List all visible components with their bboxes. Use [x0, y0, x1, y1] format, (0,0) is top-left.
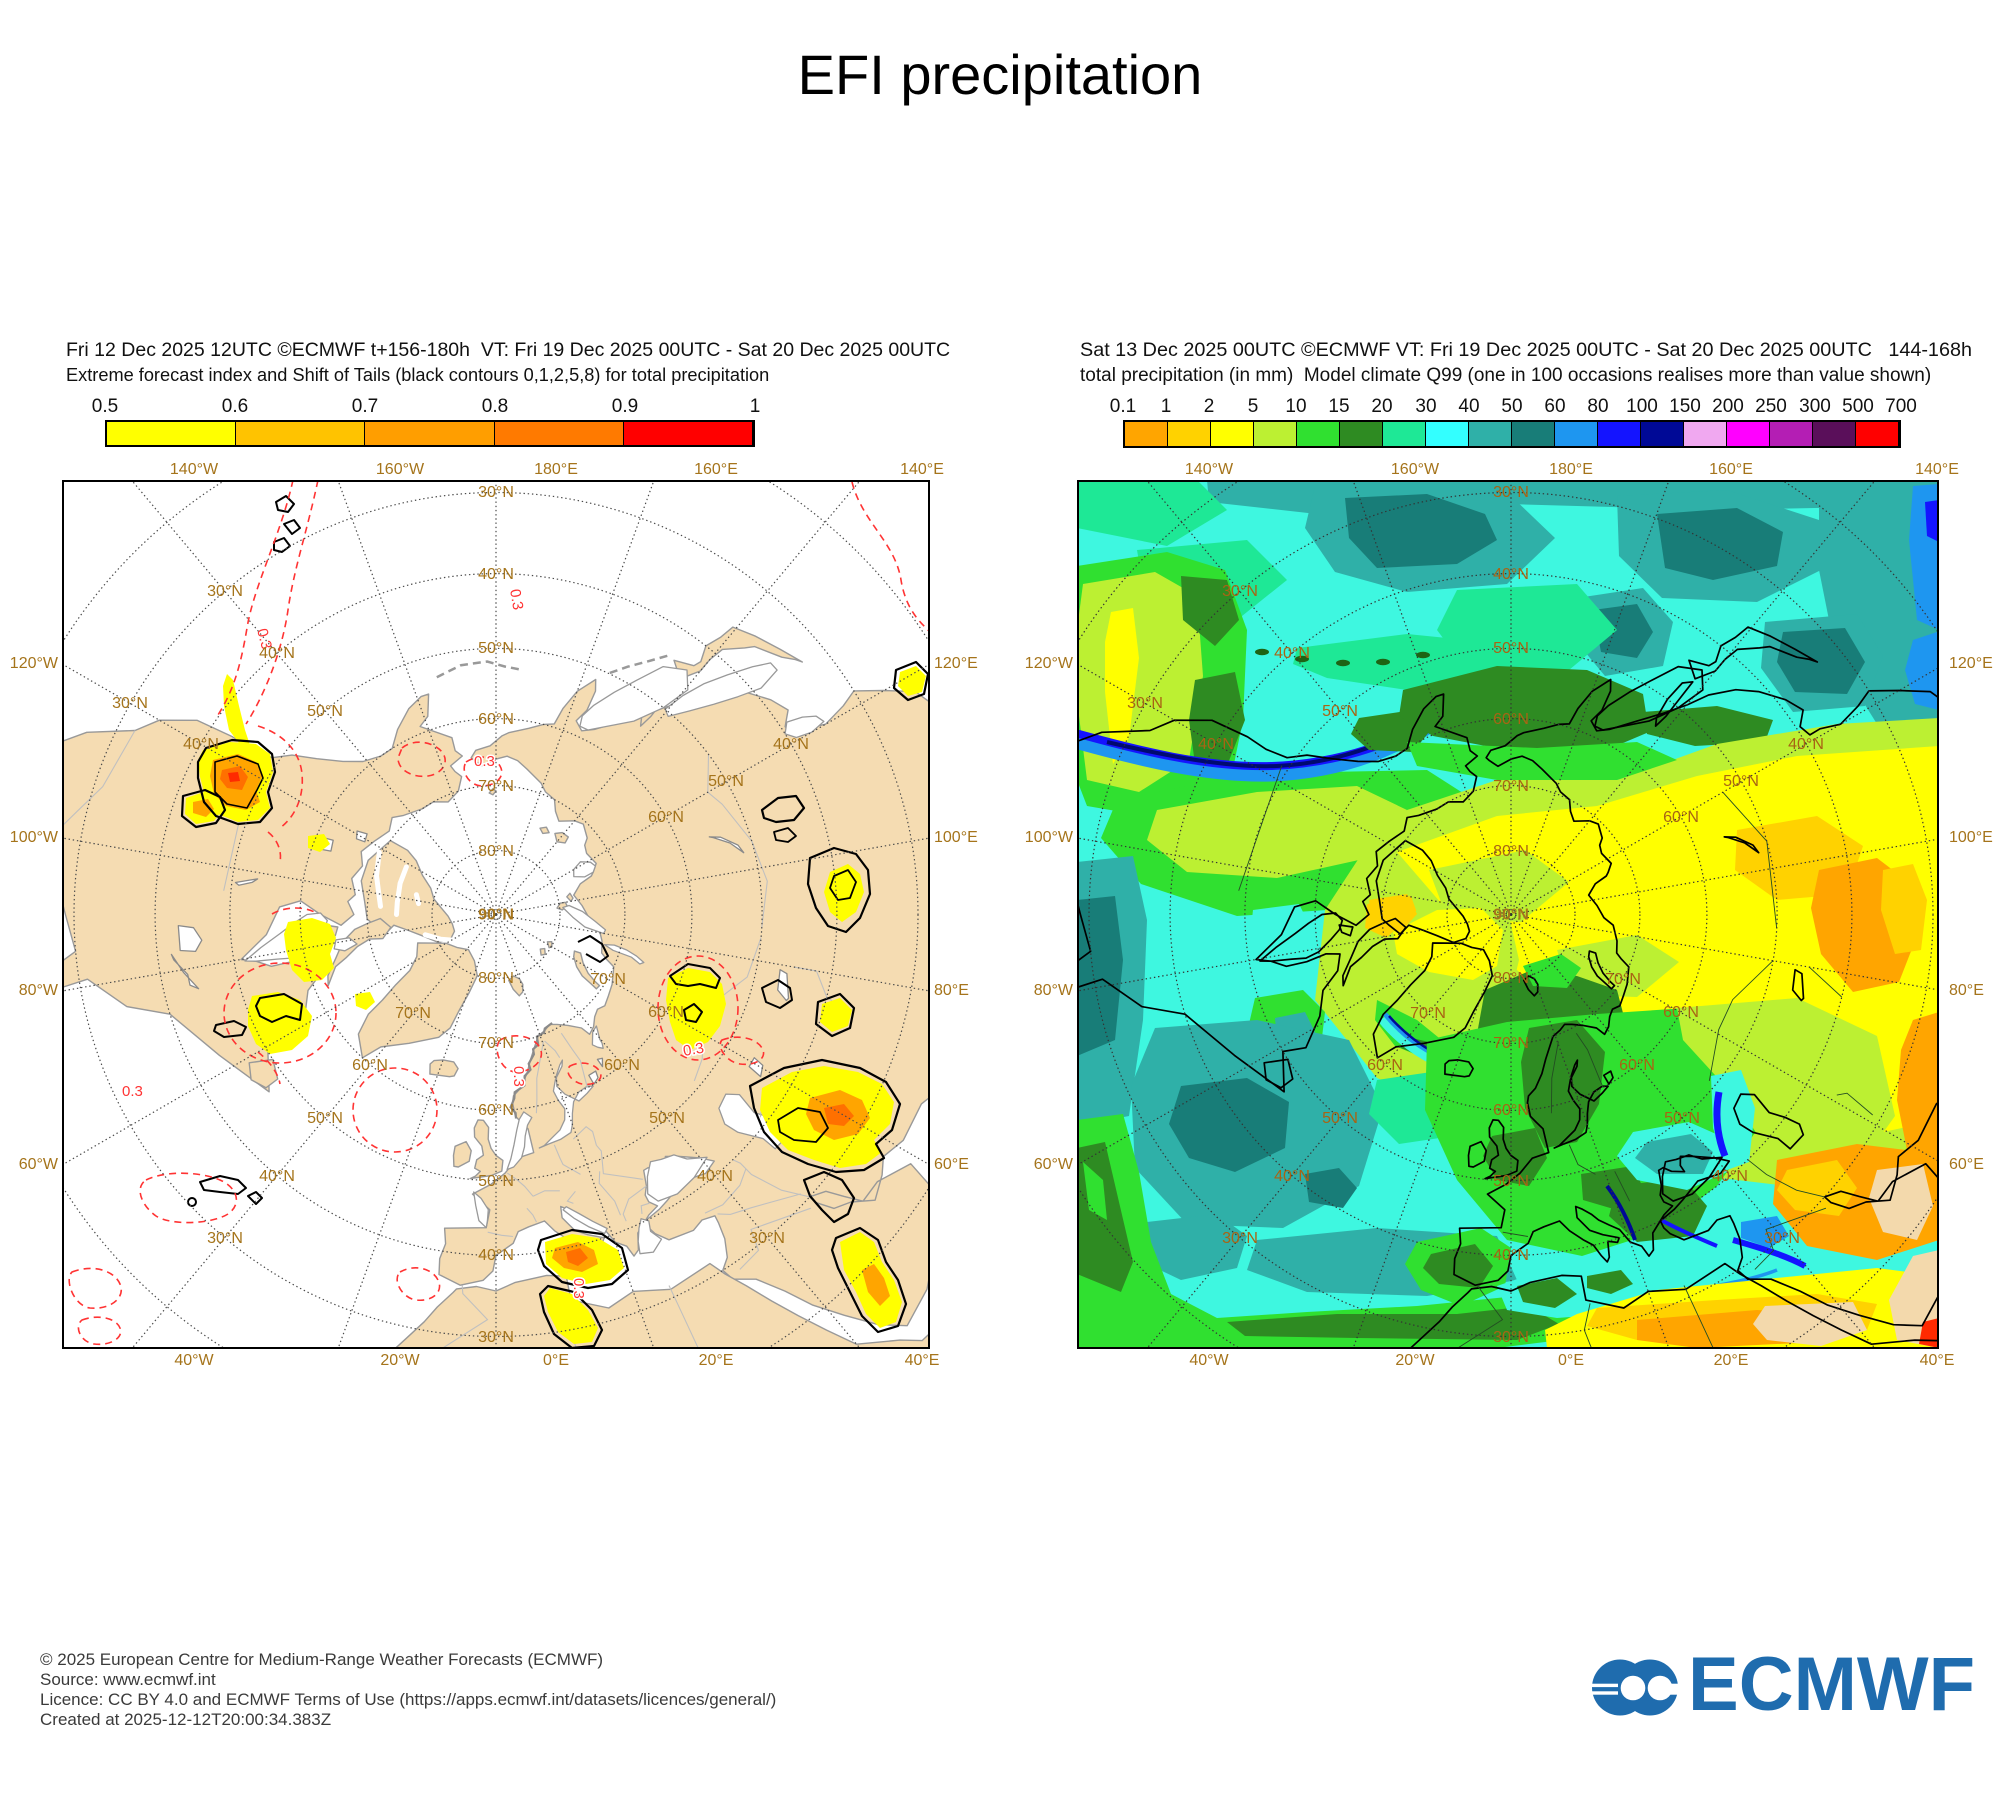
- svg-text:40°N: 40°N: [773, 736, 809, 753]
- svg-text:50°N: 50°N: [649, 1110, 685, 1127]
- svg-text:30°N: 30°N: [1493, 484, 1529, 501]
- svg-text:70°N: 70°N: [395, 1005, 431, 1022]
- svg-text:70°N: 70°N: [1493, 1035, 1529, 1052]
- svg-text:60°N: 60°N: [1619, 1057, 1655, 1074]
- svg-text:30°N: 30°N: [1222, 583, 1258, 600]
- svg-text:60°N: 60°N: [1367, 1057, 1403, 1074]
- svg-text:0.3: 0.3: [510, 1066, 527, 1087]
- svg-text:50°N: 50°N: [1322, 703, 1358, 720]
- svg-text:50°N: 50°N: [1493, 1173, 1529, 1190]
- svg-text:0.3: 0.3: [570, 1278, 587, 1299]
- svg-text:40°N: 40°N: [697, 1168, 733, 1185]
- svg-text:60°N: 60°N: [1493, 1102, 1529, 1119]
- svg-text:40°N: 40°N: [1274, 1168, 1310, 1185]
- svg-text:50°N: 50°N: [1322, 1110, 1358, 1127]
- svg-text:30°N: 30°N: [112, 695, 148, 712]
- svg-text:40°N: 40°N: [1712, 1168, 1748, 1185]
- svg-text:50°N: 50°N: [1664, 1110, 1700, 1127]
- svg-text:70°N: 70°N: [1605, 971, 1641, 988]
- svg-text:30°N: 30°N: [207, 583, 243, 600]
- svg-text:60°N: 60°N: [1493, 711, 1529, 728]
- svg-text:40°N: 40°N: [259, 1168, 295, 1185]
- svg-text:70°N: 70°N: [478, 1035, 514, 1052]
- svg-text:70°N: 70°N: [478, 778, 514, 795]
- svg-text:60°N: 60°N: [352, 1057, 388, 1074]
- svg-text:40°N: 40°N: [1493, 566, 1529, 583]
- svg-text:40°N: 40°N: [1788, 736, 1824, 753]
- svg-text:90°N: 90°N: [478, 907, 514, 924]
- svg-text:60°N: 60°N: [1663, 809, 1699, 826]
- svg-text:50°N: 50°N: [307, 1110, 343, 1127]
- svg-text:40°N: 40°N: [183, 736, 219, 753]
- svg-text:70°N: 70°N: [590, 971, 626, 988]
- svg-text:0.3: 0.3: [682, 1040, 705, 1060]
- svg-text:30°N: 30°N: [478, 1329, 514, 1346]
- svg-text:60°N: 60°N: [478, 1102, 514, 1119]
- svg-text:50°N: 50°N: [708, 773, 744, 790]
- svg-text:40°N: 40°N: [478, 566, 514, 583]
- svg-text:80°N: 80°N: [478, 970, 514, 987]
- svg-text:30°N: 30°N: [207, 1230, 243, 1247]
- svg-text:70°N: 70°N: [1410, 1005, 1446, 1022]
- svg-text:0.3: 0.3: [506, 588, 526, 611]
- svg-text:0.3: 0.3: [122, 1083, 143, 1100]
- svg-text:0.3: 0.3: [474, 753, 495, 770]
- svg-text:30°N: 30°N: [1127, 695, 1163, 712]
- svg-text:80°N: 80°N: [1493, 970, 1529, 987]
- svg-text:40°N: 40°N: [478, 1247, 514, 1264]
- svg-text:30°N: 30°N: [478, 484, 514, 501]
- svg-text:50°N: 50°N: [478, 1173, 514, 1190]
- svg-text:30°N: 30°N: [1493, 1329, 1529, 1346]
- svg-text:30°N: 30°N: [749, 1230, 785, 1247]
- svg-text:30°N: 30°N: [1764, 1230, 1800, 1247]
- svg-text:50°N: 50°N: [307, 703, 343, 720]
- svg-text:80°N: 80°N: [478, 843, 514, 860]
- svg-text:70°N: 70°N: [1493, 778, 1529, 795]
- svg-text:50°N: 50°N: [1723, 773, 1759, 790]
- svg-text:60°N: 60°N: [1663, 1004, 1699, 1021]
- svg-text:60°N: 60°N: [648, 1004, 684, 1021]
- svg-text:40°N: 40°N: [1274, 645, 1310, 662]
- svg-text:60°N: 60°N: [604, 1057, 640, 1074]
- svg-text:40°N: 40°N: [1493, 1247, 1529, 1264]
- svg-text:50°N: 50°N: [1493, 640, 1529, 657]
- svg-text:40°N: 40°N: [259, 645, 295, 662]
- svg-text:40°N: 40°N: [1198, 736, 1234, 753]
- svg-text:30°N: 30°N: [1222, 1230, 1258, 1247]
- svg-text:60°N: 60°N: [648, 809, 684, 826]
- svg-text:60°N: 60°N: [478, 711, 514, 728]
- svg-text:80°N: 80°N: [1493, 843, 1529, 860]
- svg-text:90°N: 90°N: [1493, 907, 1529, 924]
- svg-text:50°N: 50°N: [478, 640, 514, 657]
